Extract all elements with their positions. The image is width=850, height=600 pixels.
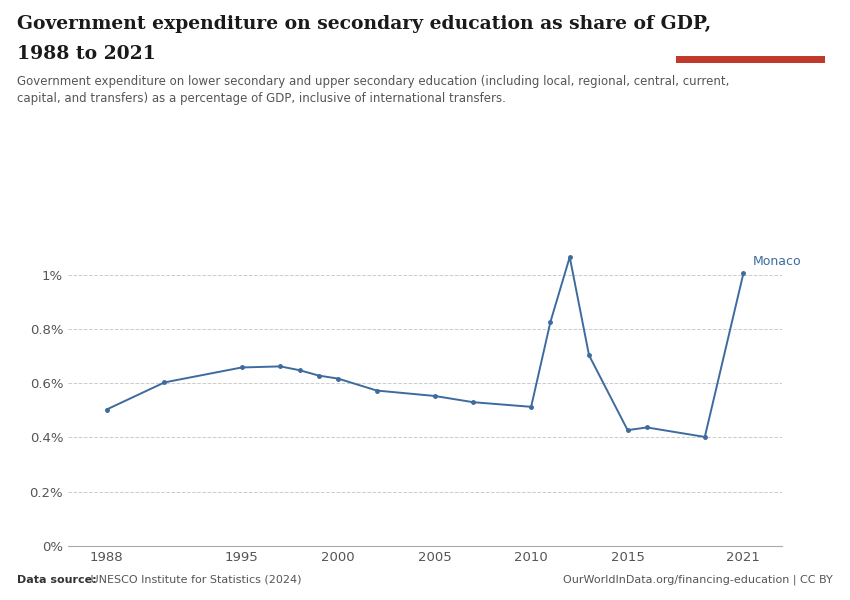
Text: Our World: Our World	[717, 20, 784, 33]
Text: OurWorldInData.org/financing-education | CC BY: OurWorldInData.org/financing-education |…	[564, 575, 833, 585]
Text: Government expenditure on lower secondary and upper secondary education (includi: Government expenditure on lower secondar…	[17, 75, 729, 105]
Text: Data source:: Data source:	[17, 575, 97, 585]
Text: UNESCO Institute for Statistics (2024): UNESCO Institute for Statistics (2024)	[87, 575, 301, 585]
Text: Monaco: Monaco	[753, 255, 802, 268]
Text: 1988 to 2021: 1988 to 2021	[17, 45, 156, 63]
Text: in Data: in Data	[726, 38, 774, 50]
Bar	[676, 56, 824, 63]
Text: Government expenditure on secondary education as share of GDP,: Government expenditure on secondary educ…	[17, 15, 711, 33]
